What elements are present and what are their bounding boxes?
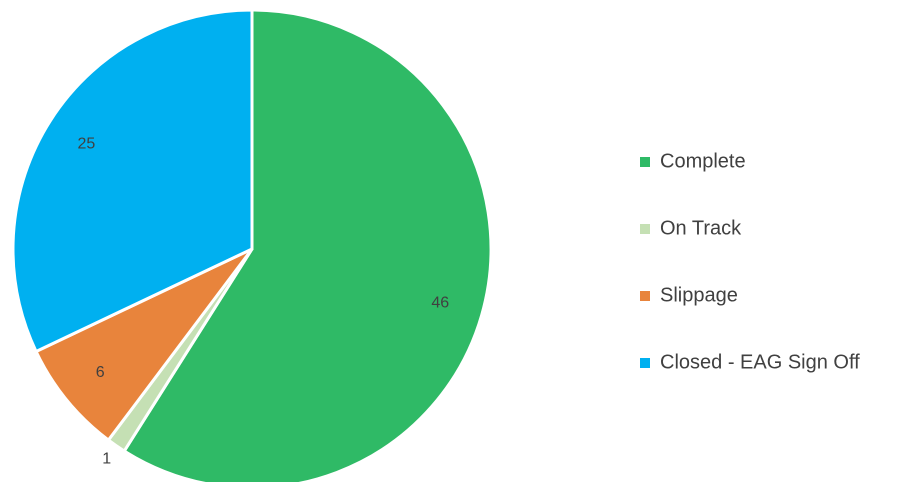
legend-marker [640,224,650,234]
legend-label: On Track [660,217,742,239]
legend-marker [640,358,650,368]
data-label: 1 [102,451,111,468]
data-label: 46 [431,295,449,312]
legend-marker [640,157,650,167]
pie-slice [122,8,493,482]
data-label: 6 [96,364,105,381]
pie-slice [34,247,254,443]
legend-marker [640,291,650,301]
legend-label: Slippage [660,284,738,306]
legend-label: Complete [660,150,746,172]
pie-slice [11,8,254,354]
legend-label: Closed - EAG Sign Off [660,351,860,373]
data-label: 25 [77,135,95,152]
